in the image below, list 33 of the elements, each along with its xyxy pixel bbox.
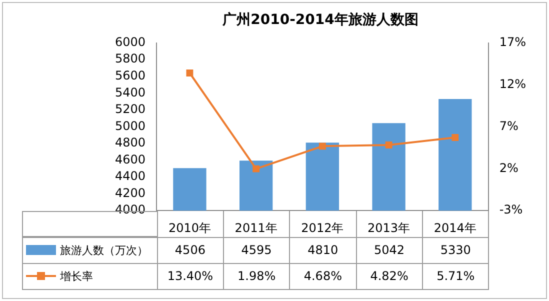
data-label: 4810 [289, 236, 357, 264]
data-label: 1.98% [222, 262, 290, 290]
y2-tick-label: 17% [499, 34, 526, 49]
y-tick-label: 5600 [114, 68, 146, 82]
x-tick-label: 2012年 [301, 220, 344, 235]
x-tick-label: 2013年 [368, 220, 410, 235]
y-tick-label: 4800 [114, 136, 146, 150]
y2-tick-label: -3% [499, 202, 523, 217]
y-tick-label: 6000 [114, 34, 146, 49]
data-label: 4506 [156, 236, 224, 264]
y-tick-label: 4600 [114, 152, 146, 166]
x-tick-label: 2014年 [434, 220, 476, 235]
y-tick-label: 4400 [114, 169, 146, 184]
y2-tick-label: 12% [499, 76, 526, 91]
y2-tick-label: 2% [499, 160, 518, 175]
y-tick-label: 5800 [114, 52, 146, 66]
legend-label: 增长率 [60, 268, 93, 284]
data-label: 4.82% [356, 262, 423, 290]
x-tick-label: 2011年 [234, 220, 278, 235]
data-label: 5330 [422, 236, 490, 264]
chart-title: 广州2010-2014年旅游人数图 [222, 11, 418, 28]
y-tick-label: 4200 [114, 186, 146, 200]
data-label: 13.40% [156, 262, 224, 290]
data-label: 4.68% [289, 262, 357, 290]
data-label: 5.71% [422, 262, 490, 290]
legend-label: 旅游人数（万次） [60, 242, 148, 258]
y-tick-label: 5000 [114, 118, 146, 133]
y2-tick-label: 7% [499, 118, 518, 133]
x-tick-label: 2010年 [168, 220, 211, 235]
data-label: 5042 [356, 236, 423, 264]
y-tick-label: 5400 [114, 85, 146, 100]
y-tick-label: 5200 [114, 102, 146, 116]
data-label: 4595 [222, 236, 290, 264]
